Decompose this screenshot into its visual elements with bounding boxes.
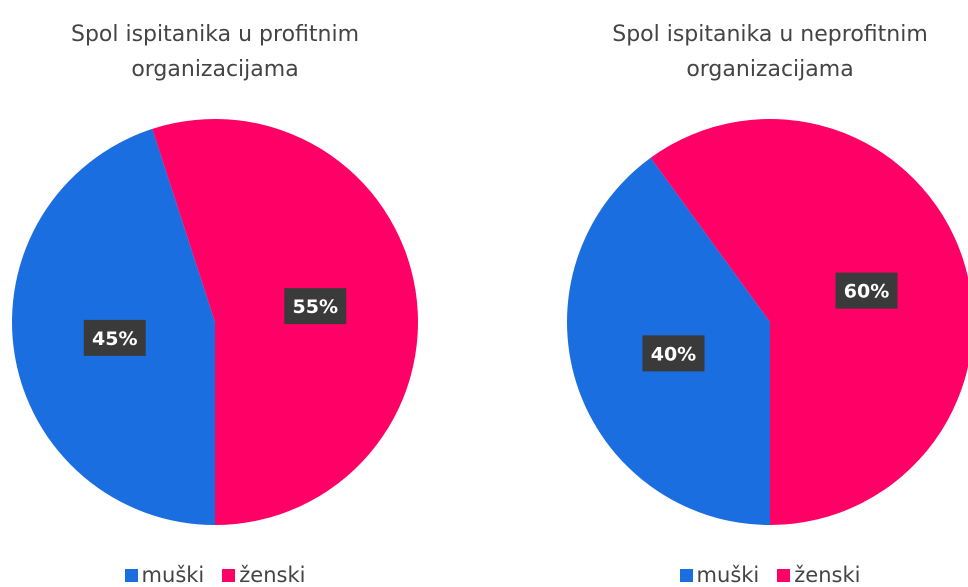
legend-item: muški <box>124 563 205 587</box>
legend-swatch <box>679 568 693 582</box>
value-label-box <box>642 335 705 372</box>
value-label-box <box>83 319 146 356</box>
legend-label: muški <box>141 563 205 587</box>
legend: muški ženski <box>15 563 415 587</box>
chart-title: Spol ispitanika u neprofitnim organizaci… <box>612 22 928 82</box>
chart-title: Spol ispitanika u profitnim organizacija… <box>70 22 360 82</box>
legend-item: ženski <box>222 563 305 587</box>
value-label: 60% <box>844 281 889 303</box>
legend-swatch <box>124 568 138 582</box>
legend-swatch <box>222 568 236 582</box>
legend: muški ženski <box>570 563 968 587</box>
pie-slice <box>650 119 968 525</box>
value-label: 45% <box>92 328 137 350</box>
value-label-box <box>284 288 347 325</box>
value-label-box <box>835 272 898 309</box>
legend-label: muški <box>696 563 760 587</box>
legend-item: muški <box>679 563 760 587</box>
legend-item: ženski <box>777 563 860 587</box>
legend-label: ženski <box>794 563 861 587</box>
legend-label: ženski <box>239 563 306 587</box>
value-label: 40% <box>651 343 696 365</box>
legend-swatch <box>777 568 791 582</box>
value-label: 55% <box>293 296 338 318</box>
